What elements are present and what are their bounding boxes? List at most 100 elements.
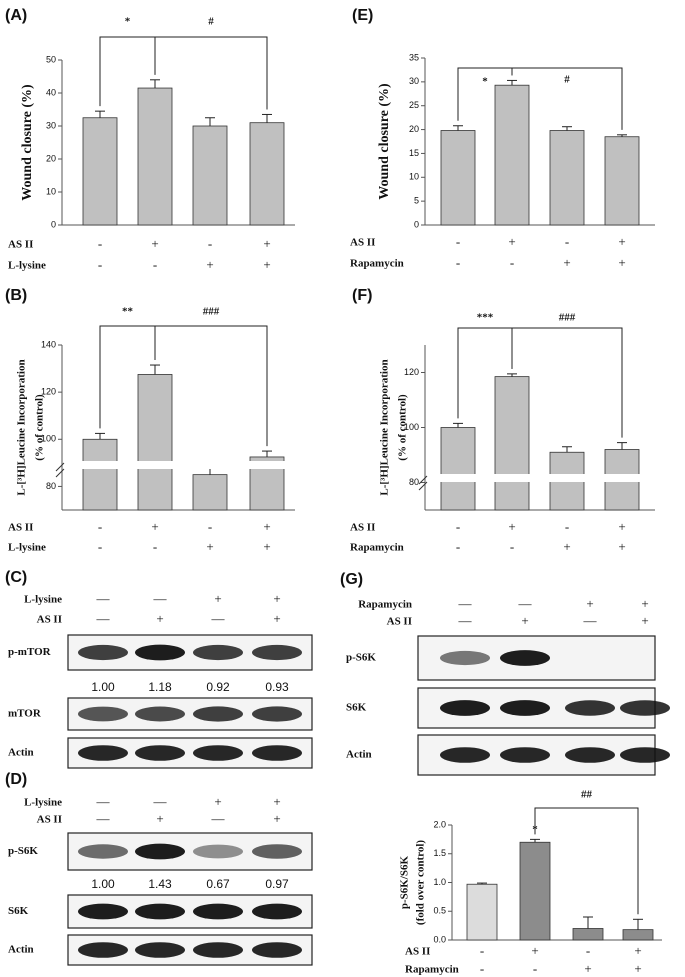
y-tick-label: 30 [409,76,419,86]
condition-sign: + [263,519,270,534]
condition-label: AS II [350,522,375,534]
band-ratio: 1.00 [91,680,115,694]
y-axis-label: (fold over control) [415,840,427,925]
condition-sign: + [634,961,641,976]
condition-sign: + [586,596,593,611]
y-axis-label: (% of control) [34,394,46,461]
condition-sign: + [618,234,625,249]
bar [192,125,228,226]
condition-sign: - [565,519,569,534]
significance-mark: ### [203,306,220,318]
blot-band [78,706,128,722]
blot-label: p-S6K [346,652,376,664]
y-axis-label: p-S6K/S6K [399,855,411,909]
condition-sign: + [618,255,625,270]
condition-sign: + [508,519,515,534]
panel-label: (B) [5,287,27,304]
error-bar [477,882,487,885]
band-ratio: 1.18 [148,680,172,694]
blot-band [193,903,243,920]
blot-band [135,644,185,661]
condition-label: Rapamycin [350,258,404,270]
error-bar [205,117,215,126]
significance-mark: ### [559,312,576,324]
condition-sign: - [480,943,484,958]
condition-sign: - [456,539,460,554]
axis-break-mark [418,475,428,491]
condition-label: AS II [387,616,412,628]
condition-sign: - [510,255,514,270]
band-ratio: 0.97 [265,877,289,891]
condition-sign: + [273,811,280,826]
y-tick-label: 140 [41,339,56,349]
blot-band [440,747,490,763]
condition-sign: - [533,961,537,976]
y-tick-label: 80 [46,481,56,491]
significance-mark: ## [581,789,593,801]
condition-sign: - [456,255,460,270]
blot-band [78,745,128,761]
condition-sign: + [584,961,591,976]
blot-band [565,747,615,763]
error-bar [507,373,517,377]
blot-band [193,942,243,958]
condition-sign: - [98,519,102,534]
condition-sign: - [208,236,212,251]
error-bar [633,918,643,930]
blot-band [135,903,185,920]
band-ratio: 1.00 [91,877,115,891]
condition-label: AS II [350,237,375,249]
blot-band [500,700,550,716]
condition-sign: - [456,234,460,249]
condition-sign: — [96,611,111,626]
blot-label: p-S6K [8,845,38,857]
axis-break [64,461,287,469]
condition-label: Rapamycin [405,964,459,976]
error-bar [583,916,593,929]
bar [549,130,585,226]
blot-band [252,706,302,722]
axis-break [427,474,647,482]
blot-label: Actin [8,944,34,956]
y-tick-label: 100 [41,434,56,444]
condition-sign: - [510,539,514,554]
significance-bracket [511,327,623,438]
blot-band [252,903,302,920]
y-tick-label: 0 [414,219,419,229]
significance-bracket [534,807,639,915]
condition-sign: — [96,794,111,809]
significance-bracket [154,36,268,110]
condition-sign: — [211,611,226,626]
panel-label: (C) [5,569,27,586]
bar [494,376,530,511]
y-tick-label: 1.5 [433,848,446,858]
significance-mark: # [208,16,214,28]
blot-label: p-mTOR [8,646,52,658]
significance-bracket [154,325,268,447]
condition-sign: - [153,257,157,272]
y-tick-label: 5 [414,196,419,206]
condition-sign: + [618,519,625,534]
bar [137,87,173,226]
bar [249,122,285,226]
blot-band [78,942,128,958]
condition-sign: + [151,519,158,534]
blot-band [193,644,243,661]
y-tick-label: 100 [404,422,419,432]
error-bar [530,838,540,843]
blot-label: Actin [8,747,34,759]
y-tick-label: 10 [46,186,56,196]
y-axis-label: Wound closure (%) [377,83,392,200]
bar [440,130,476,226]
blot-band [193,745,243,761]
error-bar [453,125,463,131]
condition-sign: + [214,591,221,606]
blot-band [500,650,550,666]
panel-label: (E) [352,7,373,24]
condition-sign: + [273,611,280,626]
condition-label: L-lysine [8,260,46,272]
y-tick-label: 0.5 [433,906,446,916]
condition-sign: — [96,811,111,826]
error-bar [150,79,160,89]
condition-sign: + [263,539,270,554]
